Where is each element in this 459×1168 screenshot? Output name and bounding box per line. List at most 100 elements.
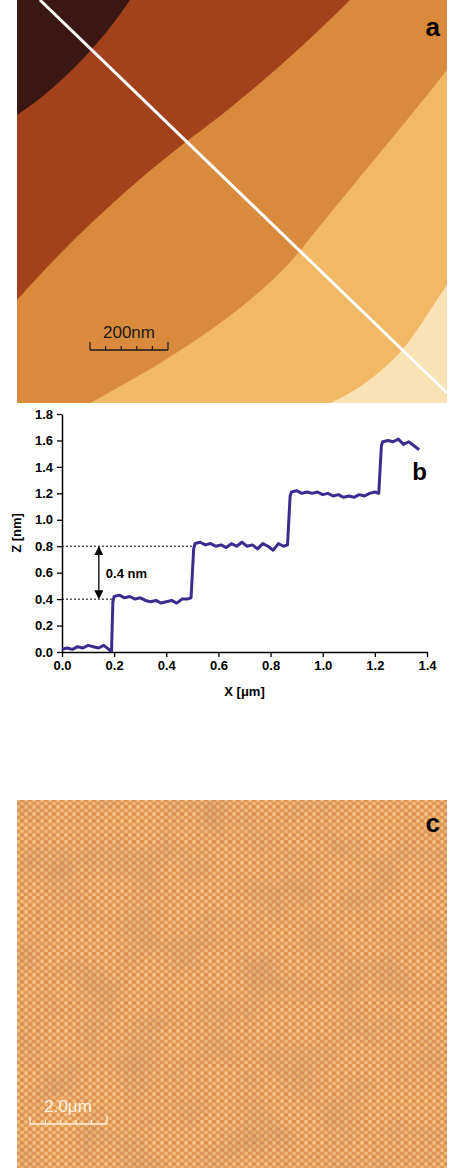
panel-a: 200nm a — [17, 0, 447, 403]
tick: 0.6 — [35, 565, 62, 580]
annotation-label: 0.4 nm — [106, 566, 147, 581]
scale-bar-tick — [106, 1116, 107, 1124]
panel-b: 0.0 0.2 0.4 0.6 0.8 1.0 1.2 1.4 0.0 0.2 0.4 0.6 0.8 1… — [9, 407, 437, 699]
tick-label: 1.2 — [35, 486, 53, 501]
mottle-texture — [17, 800, 447, 1168]
tick: 0.8 — [262, 652, 280, 673]
tick-mark — [427, 652, 428, 657]
tick-mark — [57, 652, 62, 653]
tick-label: 0.4 — [158, 658, 177, 673]
tick-label: 1.6 — [35, 433, 53, 448]
panel-c: 2.0μm c — [17, 800, 447, 1168]
tick-mark — [375, 652, 376, 657]
scale-bar-tick — [121, 346, 122, 350]
scale-bar-line — [90, 349, 168, 351]
afm-image — [17, 800, 447, 1168]
terrace — [17, 0, 447, 403]
profile-line — [40, 0, 447, 393]
x-axis-title: X [μm] — [224, 684, 264, 699]
axis-line — [63, 652, 428, 654]
x-axis: 0.0 0.2 0.4 0.6 0.8 1.0 1.2 1.4 — [53, 652, 437, 673]
panel-label: a — [426, 12, 441, 42]
scale-bar-tick — [105, 346, 106, 350]
scale-bar-tick — [29, 1116, 30, 1124]
tick: 0.4 — [158, 652, 177, 673]
y-axis-title: Z [nm] — [9, 513, 24, 553]
y-axis: 0.0 0.2 0.4 0.6 0.8 1.0 1.2 1.4 1.6 1.8 — [35, 407, 63, 660]
tick: 1.8 — [35, 407, 62, 422]
scale-bar-line — [30, 1123, 107, 1125]
terrace — [17, 0, 447, 403]
tick-label: 0.6 — [35, 565, 53, 580]
tick: 0.2 — [106, 652, 124, 673]
scale-bar-tick — [45, 1120, 46, 1124]
tick-mark — [114, 652, 115, 657]
tick-label: 1.8 — [35, 407, 53, 422]
scale-bar-tick — [152, 346, 153, 350]
tick: 1.4 — [35, 460, 62, 475]
tick-label: 0.6 — [210, 658, 228, 673]
tick-label: 1.4 — [418, 658, 437, 673]
tick: 0.4 — [35, 592, 62, 607]
scale-bar: 200nm — [90, 323, 168, 350]
tick-label: 1.4 — [35, 460, 54, 475]
tick-label: 1.0 — [314, 658, 332, 673]
tick-mark — [62, 652, 63, 657]
tick: 0.2 — [35, 618, 62, 633]
tick-mark — [57, 520, 62, 521]
panel-label: b — [412, 458, 427, 485]
tick-mark — [166, 652, 167, 657]
tick-mark — [57, 467, 62, 468]
tick-label: 1.2 — [366, 658, 384, 673]
scale-bar-tick — [76, 1120, 77, 1124]
tick: 0.8 — [35, 539, 62, 554]
annotation-arrow — [98, 547, 99, 598]
scale-bar-label: 200nm — [103, 323, 155, 342]
tick: 0.6 — [210, 652, 228, 673]
tick-label: 0.2 — [35, 618, 53, 633]
figure: 200nma0.00.20.40.60.81.01.21.40.00.20.40… — [0, 0, 459, 1168]
tick-mark — [57, 573, 62, 574]
scale-bar-tick — [60, 1120, 61, 1124]
tick-mark — [57, 625, 62, 626]
panel-label: c — [426, 808, 440, 838]
tick-label: 0.0 — [35, 645, 53, 660]
tick: 1.6 — [35, 433, 62, 448]
scale-bar-tick — [91, 1120, 92, 1124]
tick-mark — [270, 652, 271, 657]
profile-trace — [62, 439, 419, 652]
tick-label: 0.4 — [35, 592, 54, 607]
annotation: 0.4 nm — [62, 546, 194, 599]
tick: 1.0 — [314, 652, 332, 673]
tick-label: 0.8 — [262, 658, 280, 673]
guide-line — [62, 599, 113, 600]
terrace — [17, 0, 130, 115]
tick: 1.4 — [418, 652, 437, 673]
terrace — [17, 0, 350, 300]
tick: 1.2 — [366, 652, 384, 673]
tick-mark — [323, 652, 324, 657]
tick: 0.0 — [53, 652, 71, 673]
scale-bar-tick — [89, 342, 90, 350]
scale-bar-label: 2.0μm — [44, 1097, 92, 1116]
tick-label: 1.0 — [35, 512, 53, 527]
tick-mark — [57, 440, 62, 441]
axis-line — [62, 415, 64, 653]
scale-bar-tick — [136, 346, 137, 350]
grain-texture — [17, 800, 447, 1168]
afm-image — [17, 0, 447, 403]
tick-label: 0.0 — [53, 658, 71, 673]
tick: 0.0 — [35, 645, 62, 660]
tick-mark — [218, 652, 219, 657]
tick-mark — [57, 414, 62, 415]
scale-bar-tick — [167, 342, 168, 350]
guide-line — [62, 546, 194, 547]
tick-mark — [57, 493, 62, 494]
tick-mark — [57, 546, 62, 547]
plot-area — [62, 439, 419, 652]
tick: 1.2 — [35, 486, 62, 501]
tick-mark — [57, 599, 62, 600]
terrace — [17, 0, 447, 403]
tick: 1.0 — [35, 512, 62, 527]
tick-label: 0.2 — [106, 658, 124, 673]
